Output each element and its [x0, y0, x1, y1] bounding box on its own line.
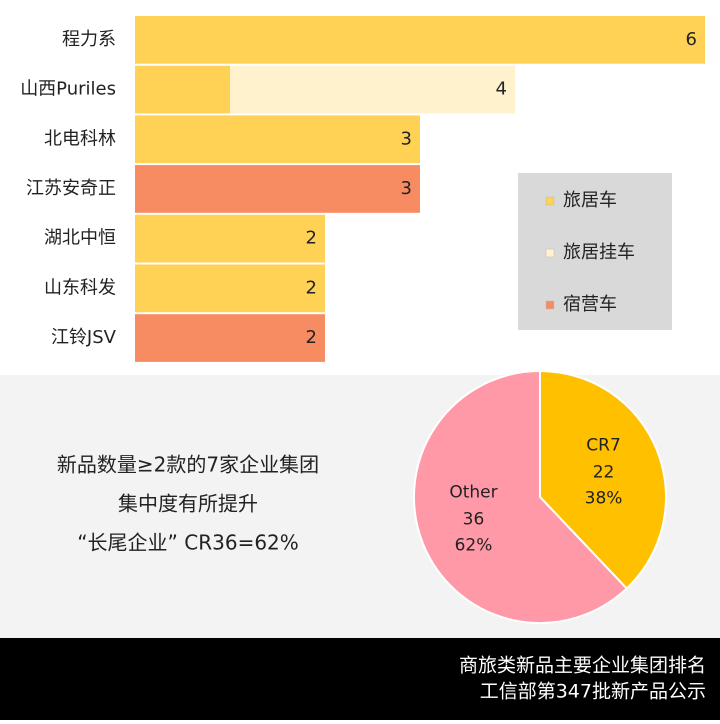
bar-segment — [230, 65, 515, 114]
legend-label: 旅居车 — [563, 190, 617, 211]
legend-label: 宿营车 — [563, 294, 617, 315]
bar-segment — [135, 16, 705, 64]
bar-segment — [135, 264, 325, 313]
annotation: 新品数量≥2款的7家企业集团 — [57, 453, 319, 477]
bar-segment — [135, 165, 420, 213]
bar-segment — [135, 214, 325, 263]
pie-slice — [413, 369, 629, 624]
footer-line: 工信部第347批新产品公示 — [480, 681, 706, 703]
legend-label: 旅居挂车 — [563, 242, 635, 263]
legend-box — [518, 173, 672, 330]
y-tick-label: 湖北中恒 — [44, 228, 116, 249]
slice-percent: 62% — [455, 535, 493, 555]
footer-band — [0, 638, 720, 720]
total-label: 6 — [686, 29, 697, 50]
bar-segment — [135, 314, 325, 362]
slice-percent: 38% — [585, 489, 623, 509]
total-label: 2 — [306, 228, 317, 249]
legend-swatch — [545, 196, 555, 206]
slice-name: CR7 — [586, 436, 621, 456]
y-tick-label: 江苏安奇正 — [26, 178, 116, 199]
y-tick-label: 江铃JSV — [51, 327, 117, 348]
slice-value: 36 — [463, 509, 485, 529]
total-label: 2 — [306, 327, 317, 348]
bar-segment — [135, 115, 420, 164]
y-tick-label: 北电科林 — [44, 128, 116, 149]
annotation: 集中度有所提升 — [118, 492, 258, 516]
total-label: 4 — [496, 79, 507, 100]
slice-name: Other — [449, 482, 497, 502]
total-label: 3 — [401, 128, 412, 149]
legend-swatch — [545, 300, 555, 310]
total-label: 3 — [401, 178, 412, 199]
total-label: 2 — [306, 277, 317, 298]
bar-segment — [135, 65, 230, 114]
footer-line: 商旅类新品主要企业集团排名 — [459, 655, 706, 677]
y-tick-label: 山东科发 — [44, 277, 116, 298]
legend-swatch — [545, 248, 555, 258]
slice-value: 22 — [593, 463, 615, 483]
y-tick-label: 山西Puriles — [20, 79, 116, 100]
pie-slice — [539, 369, 667, 590]
y-tick-label: 程力系 — [62, 29, 116, 50]
annotation: “长尾企业” CR36=62% — [77, 531, 299, 555]
